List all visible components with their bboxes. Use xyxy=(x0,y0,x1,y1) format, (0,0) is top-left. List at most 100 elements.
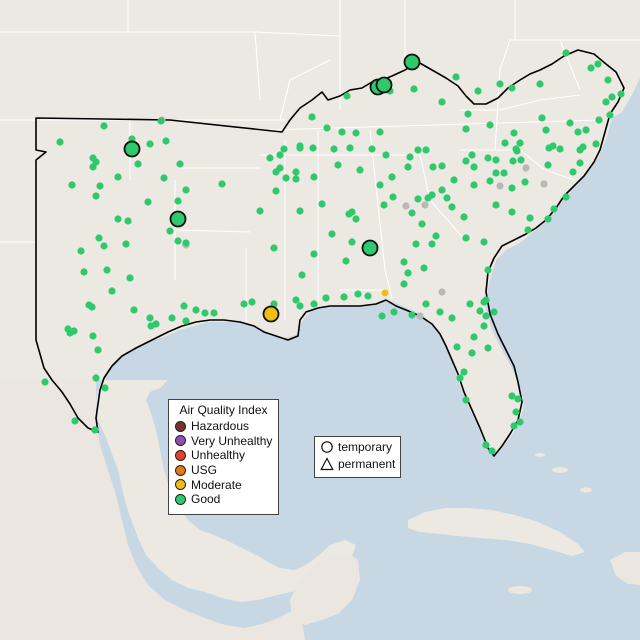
monitor-marker-good[interactable] xyxy=(168,314,176,322)
monitor-marker-good-large[interactable] xyxy=(375,76,393,94)
monitor-marker-good[interactable] xyxy=(606,111,614,119)
monitor-marker-good[interactable] xyxy=(56,138,64,146)
monitor-marker-good[interactable] xyxy=(292,168,300,176)
monitor-marker-good[interactable] xyxy=(100,122,108,130)
monitor-marker-good[interactable] xyxy=(521,178,529,186)
monitor-marker-good[interactable] xyxy=(468,151,476,159)
monitor-marker-good[interactable] xyxy=(501,139,509,147)
monitor-marker-good[interactable] xyxy=(508,392,516,400)
monitor-marker-good[interactable] xyxy=(114,215,122,223)
monitor-marker-no-data[interactable] xyxy=(496,182,504,190)
monitor-marker-good[interactable] xyxy=(456,374,464,382)
monitor-marker-good[interactable] xyxy=(500,169,508,177)
monitor-marker-good-large[interactable] xyxy=(403,53,421,71)
monitor-marker-good[interactable] xyxy=(536,80,544,88)
monitor-marker-good[interactable] xyxy=(356,166,364,174)
monitor-marker-good[interactable] xyxy=(428,240,436,248)
monitor-marker-moderate-large[interactable] xyxy=(262,305,280,323)
monitor-marker-good[interactable] xyxy=(509,157,517,165)
monitor-marker-no-data[interactable] xyxy=(438,288,446,296)
monitor-marker-good[interactable] xyxy=(77,247,85,255)
monitor-marker-good[interactable] xyxy=(512,408,520,416)
monitor-marker-good[interactable] xyxy=(604,76,612,84)
monitor-marker-good[interactable] xyxy=(322,294,330,302)
monitor-marker-good[interactable] xyxy=(422,146,430,154)
monitor-marker-good-large[interactable] xyxy=(123,140,141,158)
monitor-marker-good[interactable] xyxy=(309,144,317,152)
monitor-marker-good[interactable] xyxy=(480,322,488,330)
monitor-marker-good[interactable] xyxy=(410,85,418,93)
monitor-marker-good[interactable] xyxy=(192,306,200,314)
monitor-marker-good[interactable] xyxy=(412,240,420,248)
monitor-marker-good[interactable] xyxy=(544,215,552,223)
monitor-marker-good[interactable] xyxy=(432,232,440,240)
monitor-marker-good[interactable] xyxy=(406,153,414,161)
monitor-marker-good[interactable] xyxy=(147,322,155,330)
monitor-marker-good[interactable] xyxy=(482,312,490,320)
monitor-marker-good[interactable] xyxy=(174,197,182,205)
monitor-marker-good[interactable] xyxy=(292,175,300,183)
monitor-marker-good[interactable] xyxy=(96,182,104,190)
monitor-marker-good[interactable] xyxy=(89,332,97,340)
monitor-marker-good[interactable] xyxy=(354,290,362,298)
monitor-marker-good[interactable] xyxy=(492,201,500,209)
monitor-marker-good[interactable] xyxy=(510,422,518,430)
monitor-marker-good[interactable] xyxy=(486,121,494,129)
monitor-marker-good[interactable] xyxy=(124,217,132,225)
monitor-marker-good[interactable] xyxy=(310,173,318,181)
monitor-marker-good[interactable] xyxy=(176,160,184,168)
monitor-marker-good[interactable] xyxy=(486,177,494,185)
monitor-marker-good[interactable] xyxy=(592,140,600,148)
monitor-marker-good[interactable] xyxy=(248,298,256,306)
monitor-marker-good[interactable] xyxy=(256,207,264,215)
monitor-marker-good[interactable] xyxy=(464,110,472,118)
monitor-marker-good[interactable] xyxy=(390,308,398,316)
monitor-marker-good[interactable] xyxy=(272,187,280,195)
monitor-marker-good[interactable] xyxy=(41,378,49,386)
monitor-marker-good[interactable] xyxy=(579,143,587,151)
monitor-marker-good[interactable] xyxy=(296,207,304,215)
monitor-marker-good[interactable] xyxy=(114,173,122,181)
monitor-marker-no-data[interactable] xyxy=(522,164,530,172)
monitor-marker-good[interactable] xyxy=(296,144,304,152)
monitor-marker-good[interactable] xyxy=(468,349,476,357)
monitor-marker-good[interactable] xyxy=(282,174,290,182)
monitor-marker-good[interactable] xyxy=(144,198,152,206)
monitor-marker-good[interactable] xyxy=(574,128,582,136)
monitor-marker-good[interactable] xyxy=(538,114,546,122)
monitor-marker-good-large[interactable] xyxy=(361,239,379,257)
monitor-marker-good[interactable] xyxy=(462,396,470,404)
monitor-marker-good[interactable] xyxy=(408,209,416,217)
monitor-marker-good[interactable] xyxy=(582,126,590,134)
monitor-markers-large[interactable] xyxy=(123,53,421,323)
monitor-marker-good[interactable] xyxy=(308,113,316,121)
monitor-marker-good[interactable] xyxy=(182,186,190,194)
monitor-marker-good[interactable] xyxy=(94,346,102,354)
monitor-marker-good[interactable] xyxy=(404,269,412,277)
monitor-marker-good[interactable] xyxy=(490,308,498,316)
monitor-marker-good[interactable] xyxy=(466,300,474,308)
monitor-marker-good[interactable] xyxy=(566,119,574,127)
monitor-marker-good[interactable] xyxy=(429,163,437,171)
monitor-marker-good[interactable] xyxy=(122,240,130,248)
monitor-marker-good[interactable] xyxy=(470,333,478,341)
monitor-marker-good[interactable] xyxy=(296,302,304,310)
monitor-marker-no-data[interactable] xyxy=(540,180,548,188)
monitor-marker-good[interactable] xyxy=(496,80,504,88)
monitor-marker-good[interactable] xyxy=(569,168,577,176)
monitor-marker-good[interactable] xyxy=(180,302,188,310)
monitor-marker-good[interactable] xyxy=(342,257,350,265)
monitor-marker-good[interactable] xyxy=(424,194,432,202)
monitor-marker-good[interactable] xyxy=(460,368,468,376)
monitor-marker-good[interactable] xyxy=(420,264,428,272)
monitor-marker-good[interactable] xyxy=(345,210,353,218)
monitor-marker-good[interactable] xyxy=(462,234,470,242)
monitor-marker-good[interactable] xyxy=(310,250,318,258)
monitor-marker-good[interactable] xyxy=(470,181,478,189)
monitor-marker-good[interactable] xyxy=(484,344,492,352)
monitor-marker-good[interactable] xyxy=(474,87,482,95)
monitor-marker-good[interactable] xyxy=(210,309,218,317)
monitor-marker-good[interactable] xyxy=(270,244,278,252)
monitor-marker-good[interactable] xyxy=(80,268,88,276)
